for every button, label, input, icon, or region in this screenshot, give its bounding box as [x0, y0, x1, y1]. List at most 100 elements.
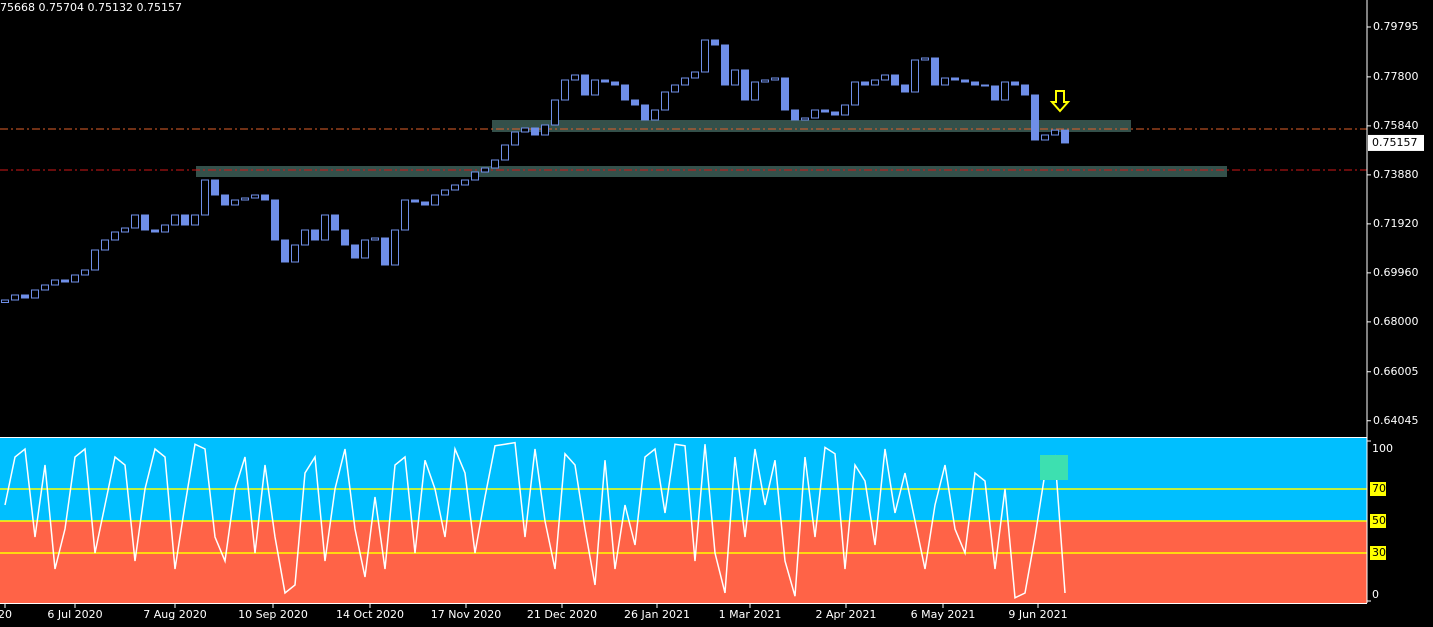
candle	[811, 109, 819, 119]
x-tick-label: 6 May 2021	[911, 608, 976, 621]
oscillator	[0, 441, 1367, 599]
candle	[311, 229, 319, 241]
y-tick-label: 0.66005	[1373, 365, 1419, 378]
candle	[71, 274, 79, 283]
candle	[161, 224, 169, 233]
candle	[661, 91, 669, 111]
candle	[481, 167, 489, 173]
candle	[931, 57, 939, 86]
candle	[551, 99, 559, 126]
candle	[991, 85, 999, 101]
candle	[511, 131, 519, 146]
y-tick-label: 30	[1372, 546, 1386, 559]
candle	[211, 179, 219, 196]
candle	[251, 194, 259, 199]
candle	[791, 109, 799, 121]
candle	[441, 189, 449, 196]
candle	[961, 79, 969, 83]
y-tick-label: 0.69960	[1373, 266, 1419, 279]
candle	[641, 104, 649, 121]
candle	[911, 59, 919, 93]
candle	[531, 127, 539, 136]
candle	[361, 239, 369, 259]
candle	[761, 79, 769, 83]
candle	[341, 229, 349, 246]
candle	[421, 201, 429, 206]
candle	[801, 117, 809, 121]
candle	[271, 199, 279, 241]
candle	[171, 214, 179, 226]
support-zone	[196, 166, 1227, 177]
candle	[451, 184, 459, 191]
candle	[711, 39, 719, 46]
candle	[781, 77, 789, 111]
candles	[1, 39, 1069, 303]
candle	[321, 214, 329, 241]
candle	[261, 194, 269, 201]
candle	[461, 179, 469, 186]
candle	[651, 109, 659, 121]
candle	[11, 294, 19, 301]
candle	[891, 74, 899, 86]
candle	[821, 109, 829, 113]
y-tick-label: 50	[1372, 514, 1386, 527]
highlight-box	[1040, 455, 1068, 480]
candle	[81, 269, 89, 276]
candle	[861, 81, 869, 86]
x-tick-label: 10 Sep 2020	[238, 608, 308, 621]
y-tick-label: 0.75840	[1373, 119, 1419, 132]
candle	[131, 214, 139, 229]
candle	[1021, 84, 1029, 96]
candle	[1041, 134, 1049, 141]
candle	[731, 69, 739, 86]
candle	[231, 199, 239, 206]
candle	[701, 39, 709, 73]
candle	[671, 84, 679, 93]
x-tick-label: 7 Aug 2020	[143, 608, 206, 621]
candle	[571, 74, 579, 81]
y-tick-label: 0.64045	[1373, 414, 1419, 427]
candle	[541, 124, 549, 136]
candle	[941, 77, 949, 86]
y-tick-label: 100	[1372, 442, 1393, 455]
candle	[141, 214, 149, 231]
candle	[301, 229, 309, 246]
candle	[391, 229, 399, 266]
candle	[1031, 94, 1039, 141]
candle	[951, 77, 959, 81]
candle	[401, 199, 409, 231]
candle	[241, 197, 249, 201]
candle	[691, 71, 699, 79]
price-label: 0.75157	[1372, 136, 1418, 149]
candle	[181, 214, 189, 226]
candle	[331, 214, 339, 231]
candle	[101, 239, 109, 251]
candle	[971, 81, 979, 86]
candle	[851, 81, 859, 106]
x-tick-label: 26 Jan 2021	[624, 608, 690, 621]
labels: 0.79795 0.77800 0.75840 0.73880 0.71920 0.699…	[0, 20, 1424, 621]
candle	[631, 99, 639, 106]
candle	[841, 104, 849, 116]
candle	[1061, 129, 1069, 144]
candle	[601, 79, 609, 83]
candle	[121, 227, 129, 233]
y-tick-label: 0.71920	[1373, 217, 1419, 230]
x-tick-label: 2 Apr 2021	[815, 608, 876, 621]
candle	[1, 299, 9, 303]
candle	[831, 111, 839, 116]
candle	[1051, 129, 1059, 136]
candle	[981, 84, 989, 87]
lower-zone	[0, 521, 1367, 603]
candle	[201, 179, 209, 216]
x-tick-label: 17 Nov 2020	[431, 608, 501, 621]
candle	[411, 199, 419, 203]
candle	[871, 79, 879, 86]
candle	[51, 279, 59, 286]
candle	[21, 294, 29, 299]
candle	[111, 231, 119, 241]
level-label-box	[1370, 514, 1386, 528]
oscillator-background	[0, 438, 1367, 603]
